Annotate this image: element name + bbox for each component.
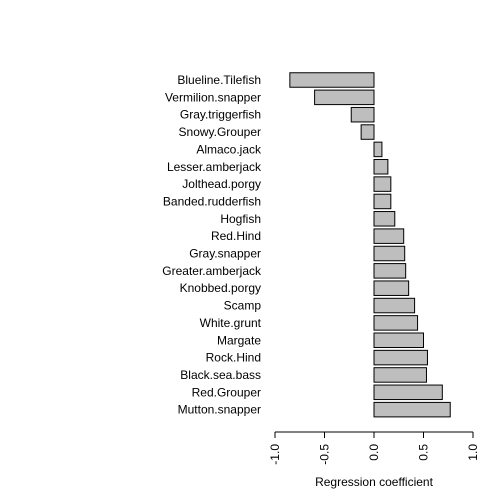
category-label: Banded.rudderfish bbox=[163, 194, 261, 208]
x-axis-label: Regression coefficient bbox=[315, 475, 434, 489]
bar-white-grunt bbox=[373, 315, 419, 331]
bar-snowy-grouper bbox=[360, 124, 375, 140]
bars-group bbox=[289, 72, 451, 418]
category-label: Gray.triggerfish bbox=[180, 108, 261, 122]
bar-hogfish bbox=[373, 211, 396, 227]
category-label: Black.sea.bass bbox=[180, 368, 261, 382]
category-label: Mutton.snapper bbox=[178, 403, 261, 417]
x-tick-label: 1.0 bbox=[466, 444, 480, 461]
x-tick-label: -1.0 bbox=[268, 444, 282, 465]
category-labels: Blueline.Tilefish Vermilion.snapper Gray.t… bbox=[162, 73, 262, 417]
category-label: Blueline.Tilefish bbox=[177, 73, 261, 87]
bar-gray-triggerfish bbox=[350, 106, 375, 123]
bar-blueline-tilefish bbox=[289, 72, 375, 88]
bar-margate bbox=[373, 332, 424, 348]
category-label: Knobbed.porgy bbox=[180, 281, 261, 295]
category-label: Snowy.Grouper bbox=[179, 125, 261, 139]
category-label: Margate bbox=[217, 333, 261, 347]
x-tick-label: 0.5 bbox=[417, 444, 431, 461]
x-tick-label: 0.0 bbox=[367, 444, 381, 461]
category-label: White.grunt bbox=[200, 316, 262, 330]
bar-almaco-jack bbox=[373, 141, 383, 158]
category-label: Gray.snapper bbox=[189, 247, 261, 261]
category-label: Jolthead.porgy bbox=[182, 177, 261, 191]
bar-scamp bbox=[373, 297, 416, 314]
x-axis: -1.0 -0.5 0.0 0.5 1.0 bbox=[268, 431, 480, 465]
bar-rock-hind bbox=[373, 349, 428, 366]
bar-mutton-snapper bbox=[373, 401, 451, 418]
category-label: Hogfish bbox=[220, 212, 261, 226]
bar-gray-snapper bbox=[373, 245, 406, 262]
category-label: Red.Hind bbox=[211, 229, 261, 243]
bar-red-grouper bbox=[373, 384, 443, 401]
category-label: Rock.Hind bbox=[206, 351, 261, 365]
category-label: Lesser.amberjack bbox=[167, 160, 262, 174]
category-label: Almaco.jack bbox=[196, 142, 262, 156]
category-label: Vermilion.snapper bbox=[165, 90, 261, 104]
bar-knobbed-porgy bbox=[373, 280, 410, 296]
category-label: Red.Grouper bbox=[192, 385, 261, 399]
bar-vermilion-snapper bbox=[314, 89, 375, 106]
bar-black-sea-bass bbox=[373, 367, 427, 383]
bar-greater-amberjack bbox=[373, 263, 407, 279]
bar-red-hind bbox=[373, 228, 405, 244]
bar-jolthead-porgy bbox=[373, 176, 392, 192]
bar-banded-rudderfish bbox=[373, 193, 392, 210]
category-label: Greater.amberjack bbox=[162, 264, 262, 278]
x-tick-label: -0.5 bbox=[318, 444, 332, 465]
bar-lesser-amberjack bbox=[373, 159, 389, 175]
category-label: Scamp bbox=[224, 299, 262, 313]
